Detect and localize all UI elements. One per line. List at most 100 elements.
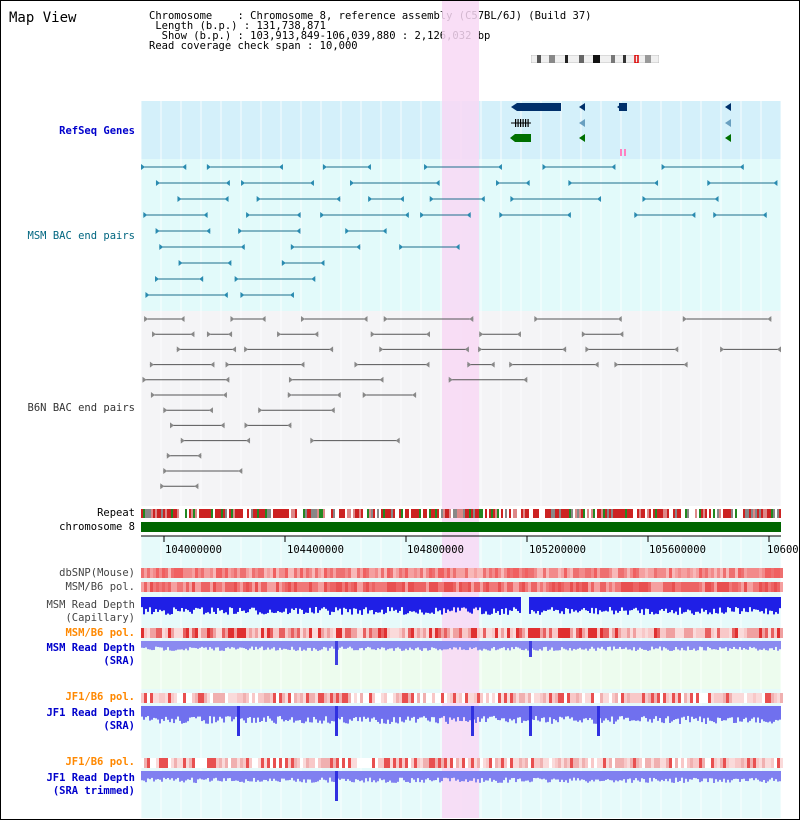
depth-bar <box>151 771 153 778</box>
msm-bac-label[interactable]: MSM BAC end pairs <box>28 230 135 242</box>
bac-end-marker <box>170 422 175 429</box>
heat-cell <box>669 568 672 578</box>
depth-bar <box>165 641 167 650</box>
heat-cell <box>684 568 687 578</box>
depth-bar <box>691 706 693 717</box>
repeat-segment <box>239 509 241 518</box>
depth-bar <box>301 706 303 723</box>
heat-cell <box>231 693 234 703</box>
depth-bar <box>225 706 227 717</box>
repeat-segment <box>501 509 503 518</box>
repeat-segment <box>339 509 341 518</box>
bac-end-marker <box>220 422 225 429</box>
heat-cell <box>366 582 369 592</box>
heat-cell <box>492 693 495 703</box>
depth-bar <box>599 597 601 611</box>
heat-cell <box>153 758 156 768</box>
heat-cell <box>540 758 543 768</box>
repeat-segment <box>325 509 327 518</box>
bac-end-marker <box>143 212 148 218</box>
depth-bar <box>271 771 273 781</box>
repeat-segment <box>763 509 765 518</box>
bac-end-marker <box>379 376 384 383</box>
depth-bar <box>653 597 655 615</box>
depth-bar <box>407 641 409 651</box>
depth-bar <box>759 771 761 782</box>
b6n-bac-label[interactable]: B6N BAC end pairs <box>28 402 135 414</box>
heat-cell <box>771 582 774 592</box>
depth-bar <box>387 706 389 720</box>
depth-bar <box>159 641 161 648</box>
bac-end-marker <box>399 244 404 250</box>
depth-bar <box>417 641 419 648</box>
depth-bar <box>675 597 677 612</box>
heat-cell <box>780 582 783 592</box>
heat-cell <box>318 628 321 638</box>
heat-cell <box>642 568 645 578</box>
heat-cell <box>558 628 561 638</box>
repeat-segment <box>493 509 495 518</box>
heat-cell <box>738 693 741 703</box>
depth-bar <box>431 641 433 648</box>
depth-bar <box>157 771 159 780</box>
depth-bar <box>417 706 419 720</box>
heat-cell <box>540 628 543 638</box>
heat-cell <box>348 628 351 638</box>
repeat-segment <box>469 509 471 518</box>
depth-bar <box>737 706 739 718</box>
heat-cell <box>483 758 486 768</box>
depth-bar <box>213 706 215 717</box>
heat-cell <box>534 628 537 638</box>
repeat-segment <box>177 509 179 518</box>
heat-cell <box>495 693 498 703</box>
repeat-segment <box>671 509 673 518</box>
depth-bar <box>403 641 405 651</box>
heat-cell <box>378 693 381 703</box>
repeat-segment <box>593 509 595 518</box>
repeat-segment <box>433 509 435 518</box>
depth-bar <box>715 597 717 614</box>
repeat-segment <box>635 509 637 518</box>
depth-bar <box>517 771 519 780</box>
bac-end-marker <box>542 164 547 170</box>
bac-end-marker <box>163 468 168 474</box>
depth-bar <box>685 597 687 612</box>
depth-bar <box>275 597 277 613</box>
axis-tick-label: 10600 <box>767 544 799 556</box>
repeat-segment <box>721 509 723 518</box>
depth-bar <box>377 771 379 782</box>
heat-cell <box>408 582 411 592</box>
chromosome-ideogram[interactable] <box>531 55 659 63</box>
depth-bar <box>761 706 763 720</box>
heat-cell <box>657 758 660 768</box>
depth-bar <box>765 597 767 609</box>
heat-cell <box>183 568 186 578</box>
repeat-segment <box>527 509 529 518</box>
depth-bar <box>669 706 671 723</box>
depth-bar <box>155 641 157 647</box>
depth-bar <box>273 706 275 723</box>
heat-cell <box>210 582 213 592</box>
heat-cell <box>219 693 222 703</box>
repeat-segment <box>689 509 691 518</box>
heat-cell <box>279 582 282 592</box>
depth-bar <box>183 771 185 783</box>
repeat-segment <box>729 509 731 518</box>
depth-bar <box>463 706 465 718</box>
depth-bar <box>277 706 279 717</box>
heat-cell <box>600 693 603 703</box>
heat-cell <box>162 582 165 592</box>
heat-cell <box>402 693 405 703</box>
heat-cell <box>711 758 714 768</box>
refseq-genes-label[interactable]: RefSeq Genes <box>59 125 135 137</box>
depth-bar <box>677 706 679 719</box>
depth-bar <box>635 641 637 651</box>
heat-cell <box>603 628 606 638</box>
bac-end-marker <box>412 392 417 398</box>
depth-bar <box>525 706 527 722</box>
bac-end-marker <box>399 196 404 202</box>
heat-cell <box>327 628 330 638</box>
depth-bar <box>433 771 435 781</box>
heat-cell <box>159 628 162 638</box>
